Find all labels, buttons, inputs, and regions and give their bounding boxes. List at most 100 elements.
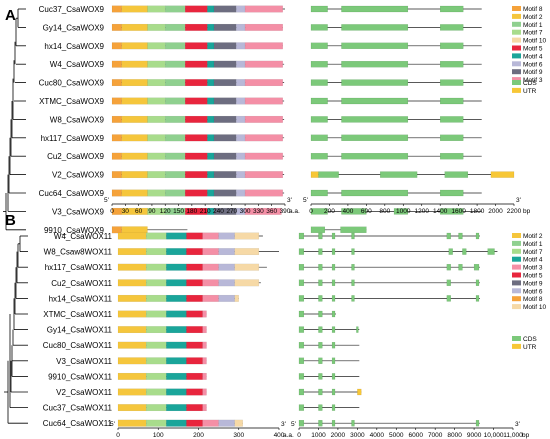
motif-box bbox=[166, 232, 187, 240]
motif-box bbox=[117, 357, 147, 365]
motif-box bbox=[185, 42, 208, 50]
motif-box bbox=[165, 115, 186, 123]
axis-tick-label: 300 bbox=[240, 208, 251, 215]
motif-box bbox=[244, 97, 283, 105]
motif-box bbox=[186, 372, 203, 380]
motif-box bbox=[234, 419, 243, 427]
motif-box bbox=[166, 248, 187, 256]
legend-swatch bbox=[512, 272, 521, 278]
cds-box bbox=[298, 404, 305, 411]
cds-box bbox=[298, 342, 305, 349]
motif-box bbox=[186, 357, 203, 365]
legend-swatch bbox=[512, 29, 521, 35]
cds-box bbox=[318, 420, 323, 427]
gene-name: Gy14_CsaWOX9 bbox=[43, 23, 105, 32]
legend-label: Motif 10 bbox=[523, 38, 547, 45]
motif-box bbox=[207, 189, 215, 197]
motif-box bbox=[121, 60, 148, 68]
motif-box bbox=[147, 115, 166, 123]
legend-swatch bbox=[512, 336, 521, 341]
axis-5prime-label: 5' bbox=[110, 421, 115, 428]
motif-box bbox=[202, 232, 219, 240]
axis-tick-label: 1400 bbox=[433, 208, 448, 215]
motif-box bbox=[117, 388, 147, 396]
cds-box bbox=[341, 24, 409, 31]
motif-box bbox=[121, 115, 148, 123]
motif-box bbox=[186, 326, 203, 334]
motif-box bbox=[244, 42, 283, 50]
motif-box bbox=[207, 97, 215, 105]
axis-tick-label: 8000 bbox=[447, 432, 462, 439]
motif-box bbox=[202, 357, 207, 365]
cds-box bbox=[298, 248, 305, 255]
panel-a: A Cuc37_CsaWOX9 Gy14_CsaWOX9 hx14_CsaWOX9 W… bbox=[3, 5, 547, 235]
motif-box bbox=[244, 115, 283, 123]
motif-box bbox=[146, 263, 167, 271]
motif-box bbox=[236, 134, 246, 142]
legend-swatch bbox=[512, 45, 521, 51]
motif-box bbox=[111, 23, 122, 31]
legend-label: Motif 4 bbox=[523, 53, 543, 60]
cds-box bbox=[351, 264, 355, 271]
cds-box bbox=[318, 342, 323, 349]
motif-box bbox=[146, 279, 167, 287]
motif-box bbox=[186, 294, 203, 302]
motif-box bbox=[244, 189, 283, 197]
legend-label: Motif 6 bbox=[523, 288, 543, 295]
motif-box bbox=[185, 97, 208, 105]
legend-label: CDS bbox=[523, 80, 537, 87]
cds-box bbox=[318, 357, 323, 364]
gene-name: hx14_CsaWOX11 bbox=[49, 294, 113, 303]
motif-box bbox=[166, 263, 187, 271]
cds-box bbox=[331, 264, 336, 271]
axis-unit: bp bbox=[522, 432, 530, 439]
motif-box bbox=[166, 419, 187, 427]
cds-box bbox=[310, 153, 328, 160]
motif-box bbox=[218, 263, 235, 271]
axis-tick-label: 1600 bbox=[451, 208, 466, 215]
cds-box bbox=[310, 5, 328, 13]
motif-box bbox=[147, 97, 166, 105]
motif-box bbox=[121, 5, 148, 13]
cds-box bbox=[298, 310, 305, 318]
motif-box bbox=[213, 23, 237, 31]
motif-box bbox=[202, 294, 219, 302]
legend-swatch bbox=[512, 13, 521, 19]
axis-tick-label: 180 bbox=[186, 208, 197, 215]
motif-box bbox=[234, 279, 260, 287]
axis-tick-label: 390 bbox=[280, 208, 291, 215]
axis-tick-label: 100 bbox=[153, 432, 164, 439]
motif-box bbox=[186, 404, 203, 412]
motif-box bbox=[146, 326, 167, 334]
gene-name: W8_Csaw8WOX11 bbox=[44, 248, 113, 257]
motif-box bbox=[166, 404, 187, 412]
motif-box bbox=[186, 232, 203, 240]
axis-tick-label: 360 bbox=[266, 208, 277, 215]
motif-box bbox=[236, 189, 246, 197]
cds-box bbox=[318, 404, 323, 411]
motif-box bbox=[146, 248, 167, 256]
cds-box bbox=[310, 79, 328, 86]
cds-box bbox=[331, 248, 336, 255]
motif-box bbox=[121, 189, 148, 197]
motif-box bbox=[236, 171, 246, 179]
motif-box bbox=[166, 357, 187, 365]
motif-box bbox=[236, 79, 246, 87]
motif-box bbox=[213, 134, 237, 142]
motif-box bbox=[213, 171, 237, 179]
legend-label: Motif 9 bbox=[523, 280, 543, 287]
motif-box bbox=[121, 97, 148, 105]
motif-box bbox=[218, 419, 235, 427]
cds-box bbox=[331, 420, 336, 427]
axis-tick-label: 150 bbox=[173, 208, 184, 215]
motif-box bbox=[117, 372, 147, 380]
motif-box bbox=[186, 263, 203, 271]
cds-box bbox=[310, 189, 328, 197]
motif-box bbox=[207, 23, 215, 31]
legend-label: Motif 6 bbox=[523, 61, 543, 68]
motif-box bbox=[213, 115, 237, 123]
axis-tick-label: 2000 bbox=[488, 208, 503, 215]
motif-box bbox=[236, 97, 246, 105]
cds-box bbox=[298, 264, 305, 271]
legend-label: Motif 4 bbox=[523, 257, 543, 264]
